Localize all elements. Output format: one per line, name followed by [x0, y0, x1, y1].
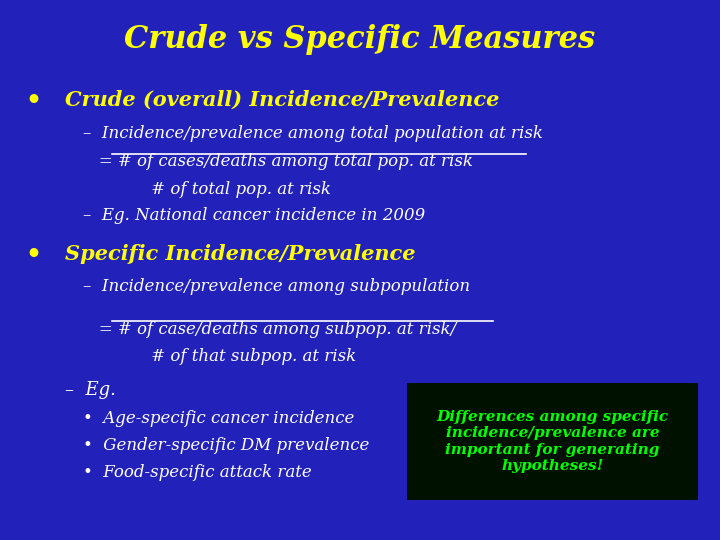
Text: •: •: [25, 242, 41, 266]
Text: # of total pop. at risk: # of total pop. at risk: [83, 180, 330, 198]
Text: •  Gender-specific DM prevalence: • Gender-specific DM prevalence: [83, 437, 369, 454]
Text: •  Age-specific cancer incidence: • Age-specific cancer incidence: [83, 410, 354, 427]
Text: = # of case/deaths among subpop. at risk/: = # of case/deaths among subpop. at risk…: [83, 321, 456, 338]
FancyBboxPatch shape: [407, 383, 698, 500]
Text: Specific Incidence/Prevalence: Specific Incidence/Prevalence: [65, 244, 415, 264]
Text: # of that subpop. at risk: # of that subpop. at risk: [83, 348, 356, 365]
Text: –  Eg. National cancer incidence in 2009: – Eg. National cancer incidence in 2009: [83, 207, 425, 225]
Text: –  Eg.: – Eg.: [65, 381, 116, 399]
Text: •: •: [25, 88, 41, 112]
Text: –  Incidence/prevalence among total population at risk: – Incidence/prevalence among total popul…: [83, 125, 543, 142]
Text: = # of cases/deaths among total pop. at risk: = # of cases/deaths among total pop. at …: [83, 153, 473, 171]
Text: •  Food-specific attack rate: • Food-specific attack rate: [83, 464, 312, 481]
Text: –  Incidence/prevalence among subpopulation: – Incidence/prevalence among subpopulati…: [83, 278, 470, 295]
Text: Crude vs Specific Measures: Crude vs Specific Measures: [125, 24, 595, 55]
Text: Differences among specific
incidence/prevalence are
important for generating
hyp: Differences among specific incidence/pre…: [436, 410, 669, 472]
Text: Crude (overall) Incidence/Prevalence: Crude (overall) Incidence/Prevalence: [65, 90, 499, 110]
